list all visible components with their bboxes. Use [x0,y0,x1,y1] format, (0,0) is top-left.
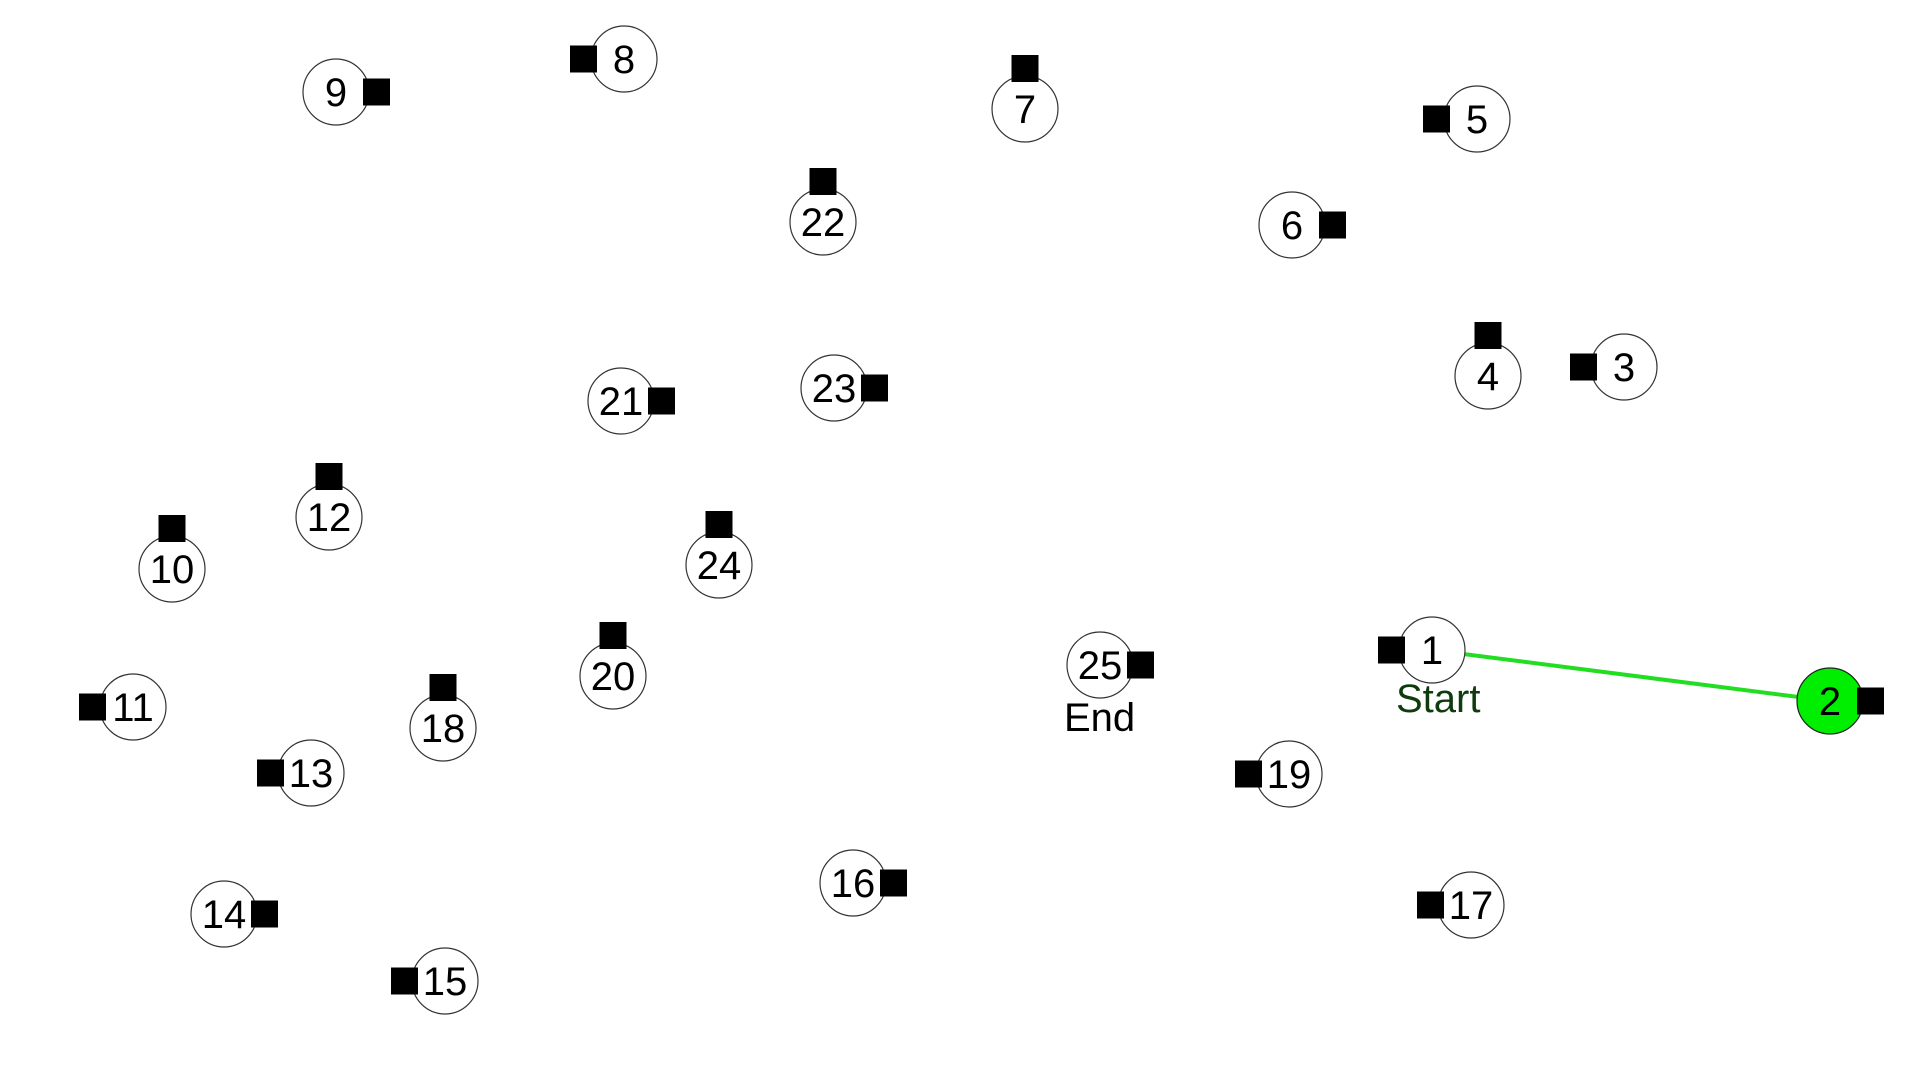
node-18[interactable]: 18 [409,674,477,762]
node-15-marker [391,967,418,995]
node-1-label: 1 [1421,629,1443,673]
node-9-marker [363,78,390,106]
node-8-label: 8 [613,38,635,82]
node-16[interactable]: 16 [819,849,907,917]
node-7-label: 7 [1014,88,1036,132]
node-25[interactable]: 25 [1066,631,1154,699]
node-20-label: 20 [591,655,636,699]
node-3-label: 3 [1613,346,1635,390]
node-21-marker [648,387,675,415]
node-12[interactable]: 12 [295,463,363,551]
node-6-label: 6 [1281,204,1303,248]
end-label: End [1064,696,1135,740]
node-18-label: 18 [421,707,466,751]
node-20[interactable]: 20 [579,622,647,710]
node-14-marker [251,900,278,928]
node-8[interactable]: 8 [570,25,658,93]
node-4[interactable]: 4 [1454,322,1522,410]
node-1-marker [1378,636,1405,664]
node-13-marker [257,759,284,787]
node-8-marker [570,45,597,73]
node-4-label: 4 [1477,355,1499,399]
node-24[interactable]: 24 [685,511,753,599]
node-21-label: 21 [599,380,644,424]
node-25-label: 25 [1078,644,1123,688]
node-5-marker [1423,105,1450,133]
node-10-label: 10 [150,548,195,592]
node-5-label: 5 [1466,98,1488,142]
node-3-marker [1570,353,1597,381]
start-label: Start [1396,677,1480,721]
node-11[interactable]: 11 [79,673,167,741]
node-14[interactable]: 14 [190,880,278,948]
node-15-label: 15 [423,960,468,1004]
node-23-marker [861,374,888,402]
node-15[interactable]: 15 [391,947,479,1015]
node-2[interactable]: 2 [1796,667,1884,735]
node-19[interactable]: 19 [1235,740,1323,808]
node-9[interactable]: 9 [302,58,390,126]
node-25-marker [1127,651,1154,679]
node-16-marker [880,869,907,897]
node-21[interactable]: 21 [587,367,675,435]
node-22[interactable]: 22 [789,168,857,256]
node-10-marker [158,515,186,542]
node-23[interactable]: 23 [800,354,888,422]
node-23-label: 23 [812,367,857,411]
node-1[interactable]: 1 [1378,616,1466,684]
node-17-marker [1417,891,1444,919]
node-2-label: 2 [1819,680,1841,724]
node-13-label: 13 [289,752,334,796]
node-24-label: 24 [697,544,742,588]
node-2-marker [1857,687,1884,715]
node-13[interactable]: 13 [257,739,345,807]
node-6[interactable]: 6 [1258,191,1346,259]
node-11-marker [79,693,106,721]
node-5[interactable]: 5 [1423,85,1511,153]
node-17-label: 17 [1449,884,1494,928]
node-20-marker [599,622,627,649]
node-7-marker [1011,55,1039,82]
node-18-marker [429,674,457,701]
path-edge-1-2 [1430,648,1832,703]
node-24-marker [705,511,733,538]
path-edges [1430,648,1832,703]
node-16-label: 16 [831,862,876,906]
node-19-marker [1235,760,1262,788]
node-14-label: 14 [202,893,247,937]
node-12-label: 12 [307,496,352,540]
node-10[interactable]: 10 [138,515,206,603]
node-4-marker [1474,322,1502,349]
node-17[interactable]: 17 [1417,871,1505,939]
node-22-label: 22 [801,201,846,245]
node-12-marker [315,463,343,490]
node-11-label: 11 [112,686,154,730]
node-22-marker [809,168,837,195]
node-19-label: 19 [1267,753,1312,797]
node-6-marker [1319,211,1346,239]
node-7[interactable]: 7 [991,55,1059,143]
node-3[interactable]: 3 [1570,333,1658,401]
node-9-label: 9 [325,71,347,115]
